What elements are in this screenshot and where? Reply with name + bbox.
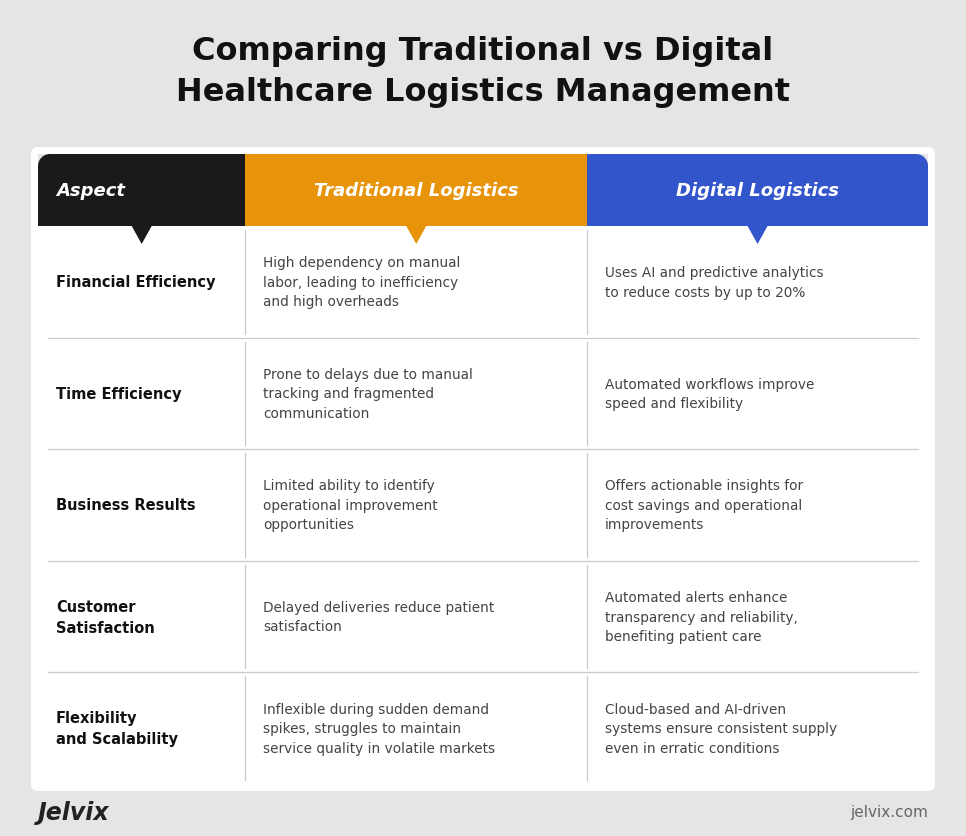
FancyBboxPatch shape: [31, 148, 935, 791]
Bar: [38, 155, 245, 227]
Text: Comparing Traditional vs Digital
Healthcare Logistics Management: Comparing Traditional vs Digital Healthc…: [176, 36, 790, 109]
Text: High dependency on manual
labor, leading to inefficiency
and high overheads: High dependency on manual labor, leading…: [264, 256, 461, 309]
Text: jelvix.com: jelvix.com: [850, 804, 928, 819]
Text: Time Efficiency: Time Efficiency: [56, 386, 182, 401]
Text: Limited ability to identify
operational improvement
opportunities: Limited ability to identify operational …: [264, 479, 438, 532]
Text: Financial Efficiency: Financial Efficiency: [56, 275, 215, 290]
Wedge shape: [916, 155, 928, 167]
Bar: [587, 155, 928, 227]
Text: Offers actionable insights for
cost savings and operational
improvements: Offers actionable insights for cost savi…: [605, 479, 804, 532]
Bar: [916, 155, 928, 167]
Text: Automated alerts enhance
transparency and reliability,
benefiting patient care: Automated alerts enhance transparency an…: [605, 590, 798, 644]
Text: Aspect: Aspect: [56, 181, 125, 200]
Bar: [245, 155, 587, 227]
Text: Customer
Satisfaction: Customer Satisfaction: [56, 599, 155, 635]
Text: Flexibility
and Scalability: Flexibility and Scalability: [56, 711, 178, 747]
Text: Prone to delays due to manual
tracking and fragmented
communication: Prone to delays due to manual tracking a…: [264, 368, 473, 421]
Text: Automated workflows improve
speed and flexibility: Automated workflows improve speed and fl…: [605, 377, 814, 410]
Text: Jelvix: Jelvix: [38, 800, 109, 824]
Text: Digital Logistics: Digital Logistics: [676, 181, 839, 200]
Polygon shape: [131, 227, 152, 245]
Text: Traditional Logistics: Traditional Logistics: [314, 181, 519, 200]
Text: Cloud-based and AI-driven
systems ensure consistent supply
even in erratic condi: Cloud-based and AI-driven systems ensure…: [605, 702, 838, 755]
Text: Inflexible during sudden demand
spikes, struggles to maintain
service quality in: Inflexible during sudden demand spikes, …: [264, 702, 496, 755]
Text: Uses AI and predictive analytics
to reduce costs by up to 20%: Uses AI and predictive analytics to redu…: [605, 266, 824, 299]
Wedge shape: [916, 155, 928, 167]
Bar: [38, 155, 50, 167]
Polygon shape: [748, 227, 768, 245]
Text: Business Results: Business Results: [56, 498, 196, 513]
Wedge shape: [38, 155, 50, 167]
Wedge shape: [38, 155, 50, 167]
Polygon shape: [407, 227, 426, 245]
Text: Delayed deliveries reduce patient
satisfaction: Delayed deliveries reduce patient satisf…: [264, 600, 495, 634]
